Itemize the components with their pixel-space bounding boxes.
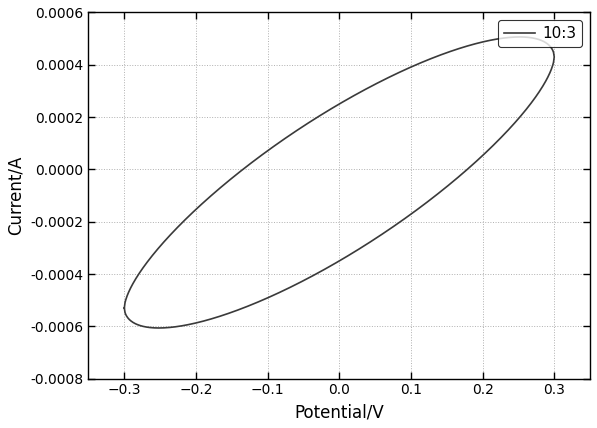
Legend: 10:3: 10:3	[498, 20, 583, 48]
10:3	[494, 36, 501, 42]
Line: 10:3: 10:3	[124, 37, 554, 328]
10:3	[510, 121, 518, 126]
Y-axis label: Current/A: Current/A	[7, 156, 25, 235]
10:3	[516, 34, 524, 39]
10:3	[266, 147, 273, 152]
10:3	[155, 325, 162, 330]
10:3	[411, 63, 418, 68]
X-axis label: Potential/V: Potential/V	[294, 403, 384, 421]
10:3	[235, 170, 242, 175]
10:3	[528, 99, 536, 104]
10:3	[121, 306, 128, 311]
10:3	[121, 306, 128, 311]
